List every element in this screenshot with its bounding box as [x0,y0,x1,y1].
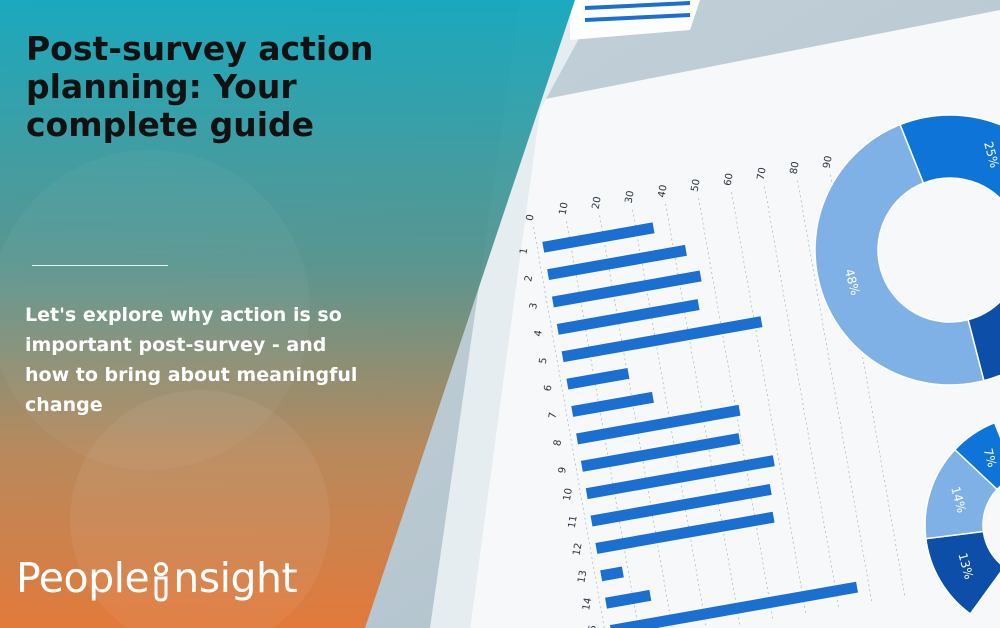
bar-mark [590,484,772,527]
donut-chart-top: 25%10%17%48% [814,114,1000,386]
axis-tick-label: 20 [591,196,604,210]
bar-mark [595,511,775,554]
axis-tick-label: 30 [624,190,637,204]
axis-tick-label: 10 [558,201,571,215]
row-label: 11 [567,515,580,529]
bar-mark [547,244,687,281]
donut-segment [814,123,985,386]
page-subtitle: Let's explore why action is so important… [25,304,358,416]
axis-tick-label: 90 [822,155,835,169]
donut-chart-bottom: 13% 14% 7% [924,421,1000,615]
axis-tick-label: 50 [690,178,703,192]
bar-mark [551,270,702,308]
bar-mark [605,589,652,609]
axis-tick-label: 60 [723,172,736,186]
row-label: 14 [581,597,594,611]
peopleinsight-logo: People nsight [16,552,298,602]
row-label: 15 [586,624,599,628]
donut-label: 7% [981,447,999,469]
donut-label: 14% [948,485,968,514]
bar-mark [576,404,741,445]
axis-tick-label: 40 [657,184,670,198]
logo-person-icon [151,560,171,602]
logo-text-people: People [16,554,150,602]
bar-mark [585,455,775,500]
row-label: 12 [572,542,585,556]
title-divider [32,265,168,266]
axis-tick-label: 70 [756,167,769,181]
bar-mark [571,391,654,417]
axis-tick-label: 80 [789,161,802,175]
bar-mark [600,566,624,582]
bar-mark [566,367,630,390]
row-label: 10 [562,487,575,501]
bar-mark [561,316,763,363]
bar-series [542,222,858,628]
donut-label: 48% [842,267,862,296]
bar-mark [556,299,700,335]
donut-label: 13% [956,551,976,580]
bar-mark [580,433,741,472]
page-title: Post-survey action planning: Your comple… [26,29,374,144]
bar-mark [609,581,858,628]
row-label: 13 [576,569,589,583]
logo-text-nsight: nsight [173,554,298,602]
donut-segment [899,114,1000,200]
